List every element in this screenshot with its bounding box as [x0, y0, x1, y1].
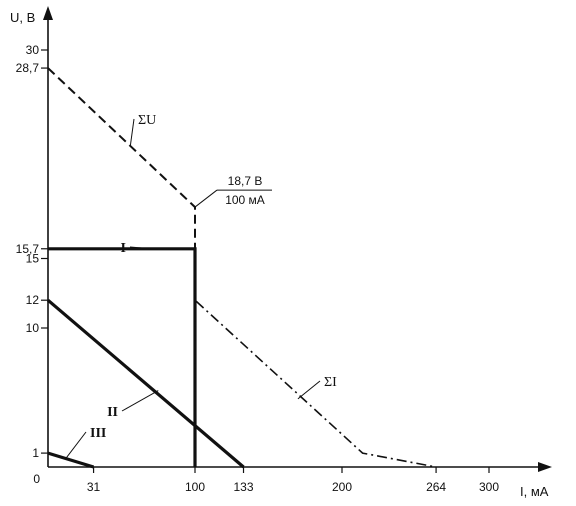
callout-leader-sigma-u: [129, 118, 135, 146]
series-label-iii: III: [90, 426, 106, 441]
y-tick-label-1: 1: [32, 446, 39, 460]
y-tick-label-10: 10: [26, 321, 40, 335]
y-tick-label-28-7: 28,7: [16, 61, 40, 75]
y-tick-label-30: 30: [26, 43, 40, 57]
y-axis-label: U, В: [10, 10, 35, 25]
callout-leader-ii: [121, 390, 159, 412]
series-label-i: I: [121, 241, 126, 256]
x-axis-label: I, мА: [520, 484, 549, 499]
x-axis-arrow: [538, 462, 552, 472]
axes-layer: [43, 6, 552, 472]
series-sigma-u-line: [47, 67, 196, 467]
series-label-ii: II: [107, 405, 118, 420]
y-tick-label-12: 12: [26, 293, 40, 307]
series-label-sigma-u: ΣU: [138, 113, 156, 128]
series-layer: [46, 67, 437, 469]
origin-label: 0: [33, 472, 40, 486]
callout-leader-i: [129, 246, 151, 250]
x-tick-label-200: 200: [332, 480, 352, 494]
annotation-voltage-text: 18,7 В: [228, 174, 263, 188]
annotation-leader: [194, 189, 218, 208]
series-iii-line: [47, 451, 95, 469]
callout-leader-iii: [65, 431, 87, 459]
callout-leader-sigma-i: [297, 380, 321, 400]
annotation-18-7v-100ma: 18,7 В 100 мА: [194, 174, 272, 208]
x-tick-label-300: 300: [479, 480, 499, 494]
series-label-sigma-i: ΣI: [324, 375, 337, 390]
x-tick-label-100: 100: [185, 480, 205, 494]
series-i-line: [48, 247, 197, 467]
y-axis-arrow: [43, 6, 53, 20]
x-tick-label-133: 133: [233, 480, 253, 494]
y-tick-label-15: 15: [26, 252, 40, 266]
x-tick-label-264: 264: [426, 480, 446, 494]
series-ii-line: [46, 298, 245, 469]
annotation-current-text: 100 мА: [225, 193, 265, 207]
y-tick-label-15-7: 15,7: [16, 242, 40, 256]
x-tick-label-31: 31: [87, 480, 101, 494]
